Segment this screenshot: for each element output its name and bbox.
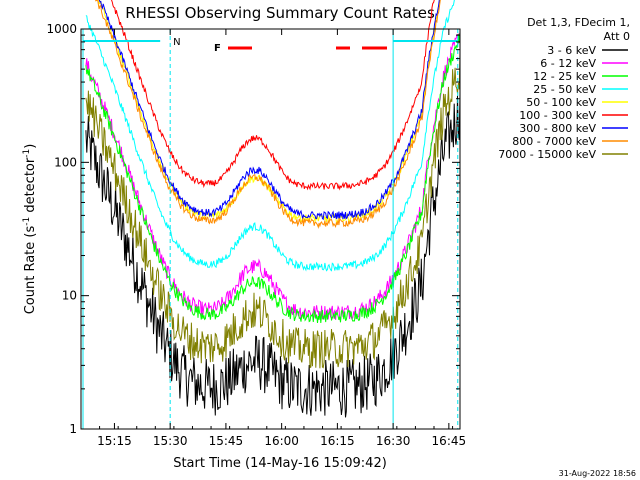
chart-title: RHESSI Observing Summary Count Rates [125,4,435,22]
series-line-7 [95,0,441,229]
legend-label-6: 300 - 800 keV [519,122,596,135]
series-line-2 [85,32,461,323]
series-line-3 [85,0,455,272]
y-tick-label-0: 1 [69,422,77,436]
y-axis-label-sup2: -1 [22,149,32,158]
x-tick-label-2: 15:45 [209,434,244,448]
series-line-8 [85,53,461,369]
flare-flag-label: F [214,43,221,54]
plot-frame [80,28,461,430]
legend-header-line2: Att 0 [604,30,630,43]
night-flag-label: N [173,37,180,48]
x-tick-label-0: 15:15 [97,434,132,448]
y-axis-label: Count Rate (s-1 detector-1) [22,144,38,315]
x-tick-label-6: 16:45 [432,434,467,448]
y-tick-label-2: 100 [54,155,77,169]
y-tick-label-1: 10 [62,289,77,303]
x-tick-label-3: 16:00 [264,434,299,448]
series-line-0 [85,93,461,418]
legend-label-8: 7000 - 15000 keV [498,148,596,161]
x-tick-label-1: 15:30 [153,434,188,448]
x-tick-label-4: 16:15 [320,434,355,448]
legend-label-0: 3 - 6 keV [547,44,596,57]
legend-label-7: 800 - 7000 keV [512,135,596,148]
legend-label-5: 100 - 300 keV [519,109,596,122]
y-tick-label-3: 1000 [46,22,77,36]
x-axis-ticks: 15:15 15:30 15:45 16:00 16:15 16:30 16:45 [80,29,467,448]
series-line-1 [85,32,461,321]
x-tick-label-5: 16:30 [376,434,411,448]
legend-label-1: 6 - 12 keV [540,57,596,70]
y-axis-label-part3: ) [23,144,38,149]
x-axis-label: Start Time (14-May-16 15:09:42) [173,456,387,471]
y-axis-ticks: 1 10 100 1000 [46,22,460,436]
generated-timestamp: 31-Aug-2022 18:56 [559,469,636,478]
series-layer [85,0,461,418]
overlay-layer: NF [82,29,459,429]
y-axis-label-part2: detector [23,157,38,217]
legend-header-line1: Det 1,3, FDecim 1, [527,16,630,29]
legend-label-3: 25 - 50 keV [533,83,596,96]
y-axis-label-part1: Count Rate (s [23,226,38,315]
series-line-6 [98,0,440,221]
y-axis-label-sup1: -1 [22,217,32,226]
series-line-5 [111,0,435,191]
legend-label-2: 12 - 25 keV [533,70,596,83]
legend-label-4: 50 - 100 keV [526,96,596,109]
